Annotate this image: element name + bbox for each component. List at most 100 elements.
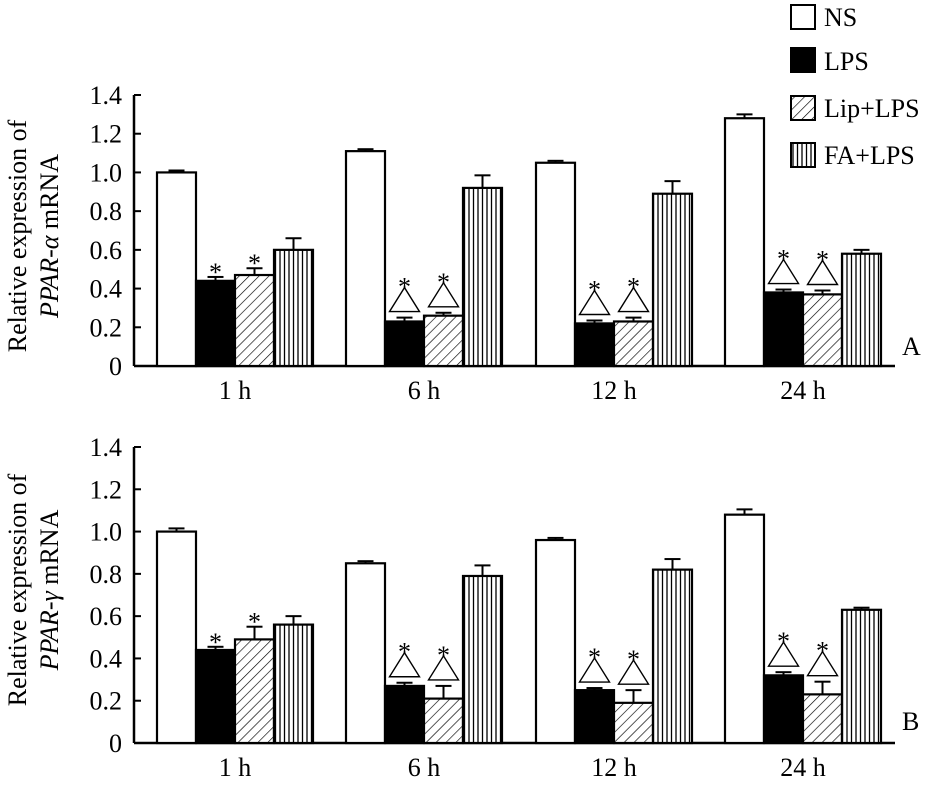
panel-b-bar <box>461 574 504 745</box>
panel-b-bar <box>801 693 844 745</box>
legend-item-fa-lps: FA+LPS <box>790 141 915 170</box>
panel-a-y-tick-label: 0.4 <box>90 275 123 304</box>
panel-b-y-tick-label: 0.2 <box>90 687 123 716</box>
panel-b-triangle-marker <box>427 654 460 681</box>
panel-a-category-label: 24 h <box>780 376 826 405</box>
panel-a-bar <box>422 314 465 368</box>
panel-b-star-marker: * <box>398 638 411 667</box>
panel-b-ylabel-gene: PPAR-γ <box>35 591 64 672</box>
panel-a-y-tick-label: 0 <box>109 352 122 381</box>
panel-b-ylabel-line1: Relative expression of <box>3 473 32 706</box>
panel-b-y-tick-label: 0.4 <box>90 644 123 673</box>
legend-swatch-lip-lps <box>790 95 816 121</box>
panel-b-y-tick-label: 1.2 <box>90 475 123 504</box>
legend-item-lps: LPS <box>790 47 869 76</box>
panel-b-star-marker: * <box>588 643 601 672</box>
panel-b-category-label: 1 h <box>219 753 252 782</box>
panel-a-y-tick-label: 0.2 <box>90 313 123 342</box>
legend-item-ns: NS <box>790 3 857 32</box>
panel-a-bar <box>344 150 387 368</box>
panel-a-y-tick-label: 0.8 <box>90 197 123 226</box>
panel-a-ylabel-line1: Relative expression of <box>3 119 32 352</box>
panel-b-bar <box>194 648 237 745</box>
legend: NS LPS Lip+LPS FA+LPS <box>790 3 920 170</box>
legend-label-fa-lps: FA+LPS <box>824 141 915 170</box>
panel-b-star-marker: * <box>248 608 261 637</box>
panel-b-star-marker: * <box>627 645 640 674</box>
panel-a-bar <box>233 273 276 368</box>
panel-a-y-tick-label: 1.2 <box>90 120 123 149</box>
panel-a-star-marker: * <box>588 276 601 305</box>
panel-a-ylabel-suffix: mRNA <box>35 154 64 236</box>
panel-a-star-marker: * <box>627 273 640 302</box>
panel-b-bar <box>534 538 577 745</box>
panel-b-star-marker: * <box>437 641 450 670</box>
panel-a-bar <box>194 279 237 368</box>
panel-b-y-tick-label: 0.6 <box>90 602 123 631</box>
panel-b-triangle-marker <box>617 658 650 685</box>
panel-a-star-marker: * <box>248 249 261 278</box>
panel-a-triangle-marker <box>806 259 839 286</box>
panel-a-triangle-marker <box>767 258 800 285</box>
panel-a-star-marker: * <box>437 268 450 297</box>
panel-b-triangle-marker <box>806 650 839 677</box>
panel-a-star-marker: * <box>816 246 829 275</box>
panel-b-bar <box>272 623 315 745</box>
panel-b-star-marker: * <box>816 637 829 666</box>
panel-a-star-marker: * <box>209 258 222 287</box>
panel-a-bar <box>801 293 844 368</box>
panel-a-category-label: 12 h <box>591 376 637 405</box>
panel-a-triangle-marker <box>578 289 611 316</box>
panel-b-chart: 0 0.2 0.4 0.6 0.8 1.0 1.2 1.4 * * 1 h * * 6 h * * 12 h * *… <box>3 433 919 782</box>
panel-b-bar <box>383 684 426 745</box>
panel-a-ylabel-gene: PPAR-α <box>35 234 64 319</box>
panel-b-triangle-marker <box>767 640 800 667</box>
panel-a-bar <box>612 320 655 368</box>
panel-b-label: B <box>902 707 919 736</box>
legend-label-lip-lps: Lip+LPS <box>824 94 920 123</box>
legend-swatch-ns <box>790 4 816 30</box>
panel-a-star-marker: * <box>398 273 411 302</box>
panel-b-star-marker: * <box>777 627 790 656</box>
panel-b-y-tick-label: 1.4 <box>90 433 123 462</box>
panel-b-category-label: 24 h <box>780 753 826 782</box>
panel-a-bar <box>840 252 883 368</box>
panel-a-triangle-marker <box>388 286 421 313</box>
panel-a-bar <box>762 291 805 368</box>
panel-a-star-marker: * <box>777 245 790 274</box>
panel-b-y-tick-label: 0.8 <box>90 560 123 589</box>
legend-swatch-lps <box>790 47 816 73</box>
legend-item-lip-lps: Lip+LPS <box>790 94 920 123</box>
panel-b-y-tick-label: 0 <box>109 729 122 758</box>
panel-a-y-tick-label: 0.6 <box>90 236 123 265</box>
panel-b-triangle-marker <box>578 656 611 683</box>
panel-a-bar <box>534 161 577 368</box>
panel-b-bar <box>344 562 387 745</box>
panel-b-ylabel-suffix: mRNA <box>35 509 64 591</box>
legend-label-ns: NS <box>824 3 857 32</box>
panel-b-triangle-marker <box>388 651 421 678</box>
panel-a-plot-area: 0 0.2 0.4 0.6 0.8 1.0 1.2 1.4 * * 1 h * * 6 h * * 12 h * *… <box>90 81 895 405</box>
panel-b-bar <box>573 689 616 745</box>
panel-b-bar <box>612 701 655 745</box>
panel-a-y-tick-label: 1.4 <box>90 81 123 110</box>
panel-b-ylabel-line2: PPAR-γ mRNA <box>35 509 64 671</box>
panel-a-category-label: 6 h <box>408 376 441 405</box>
panel-b-bar <box>155 530 198 745</box>
panel-b-bar <box>840 608 883 745</box>
panel-a-triangle-marker <box>617 286 650 313</box>
panel-b-y-tick-label: 1.0 <box>90 518 123 547</box>
panel-a-y-tick-label: 1.0 <box>90 158 123 187</box>
panel-a-bar <box>272 248 315 368</box>
panel-a-triangle-marker <box>427 281 460 308</box>
panel-a-category-label: 1 h <box>219 376 252 405</box>
panel-b-bar <box>422 697 465 745</box>
panel-b-category-label: 6 h <box>408 753 441 782</box>
panel-a-bar <box>651 192 694 368</box>
panel-a-bar <box>383 320 426 368</box>
panel-a-chart: 0 0.2 0.4 0.6 0.8 1.0 1.2 1.4 * * 1 h * * 6 h * * 12 h * *… <box>3 81 921 405</box>
panel-b-star-marker: * <box>209 628 222 657</box>
panel-a-bar <box>461 186 504 368</box>
panel-b-plot-area: 0 0.2 0.4 0.6 0.8 1.0 1.2 1.4 * * 1 h * * 6 h * * 12 h * *… <box>90 433 895 782</box>
